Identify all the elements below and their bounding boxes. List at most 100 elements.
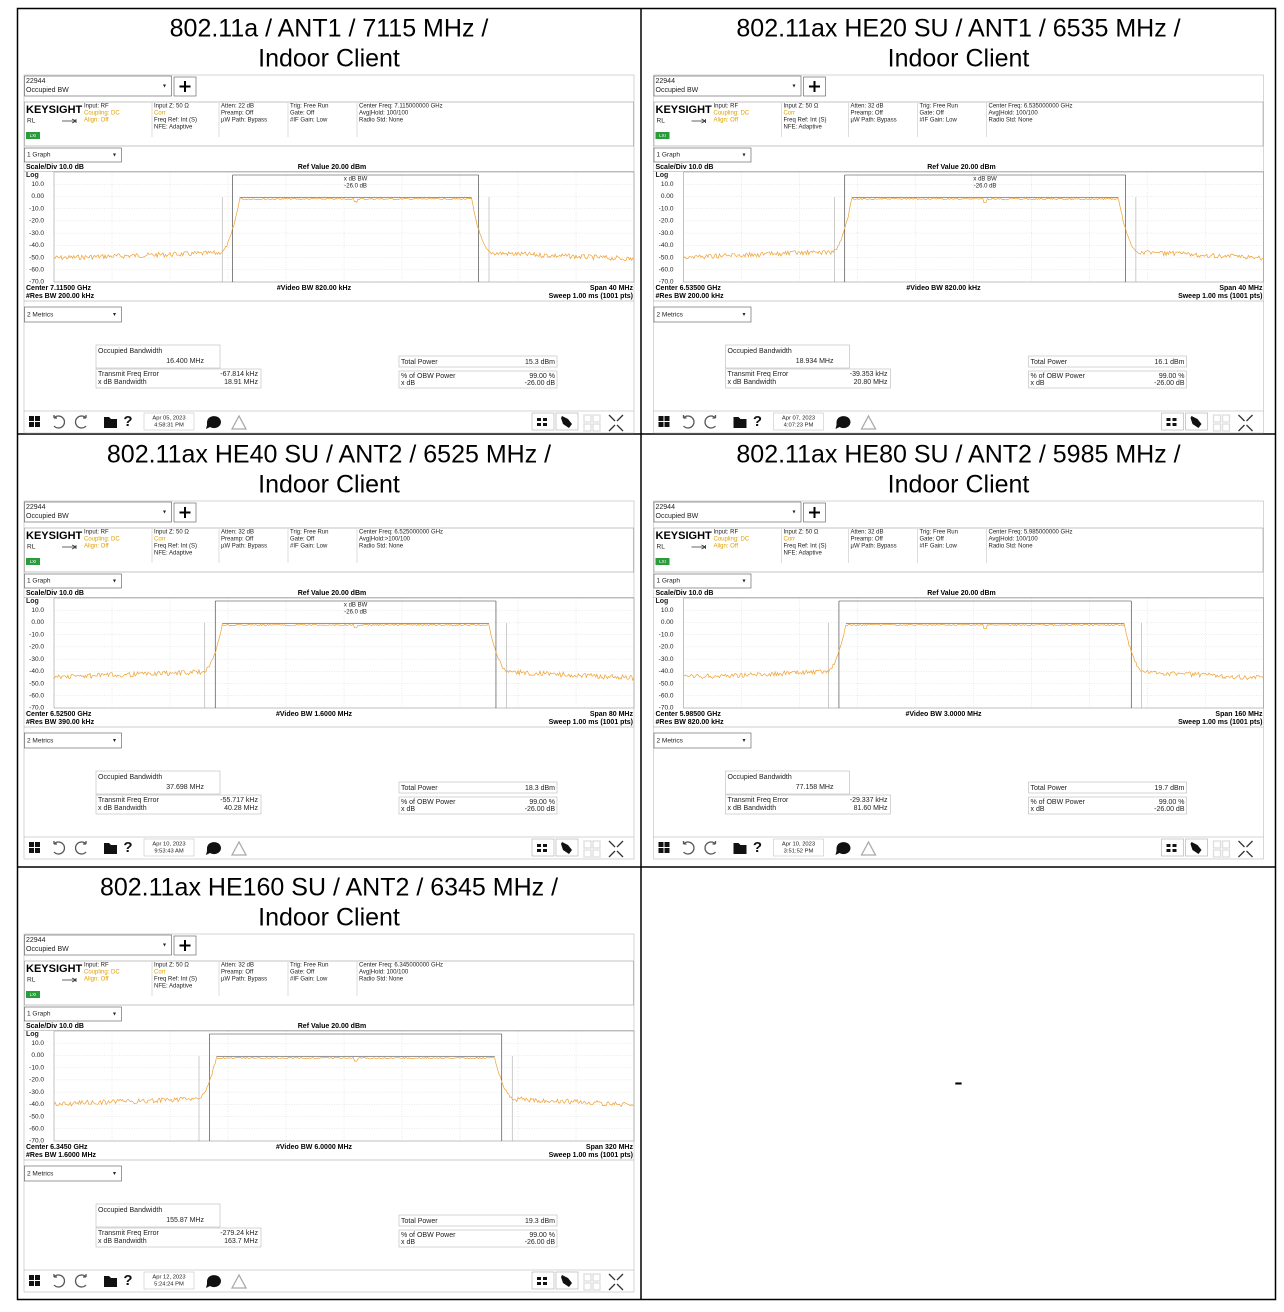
fullscreen-icon[interactable] <box>608 840 624 858</box>
redo-icon[interactable] <box>74 1274 87 1288</box>
touch-icon[interactable] <box>561 1275 572 1287</box>
dropdown-arrow <box>113 579 116 583</box>
touch-icon[interactable] <box>561 416 572 428</box>
warning-icon[interactable] <box>860 840 877 856</box>
mode-dropdown <box>24 75 172 97</box>
layout-icon[interactable] <box>1212 414 1231 432</box>
message-icon[interactable] <box>206 842 221 855</box>
folder-icon[interactable] <box>104 843 117 854</box>
redo-icon[interactable] <box>74 415 87 429</box>
windows-icon[interactable] <box>29 1275 40 1286</box>
undo-icon[interactable] <box>682 841 695 855</box>
help-icon[interactable]: ? <box>123 413 132 430</box>
touch-icon[interactable] <box>561 842 572 854</box>
touch-icon[interactable] <box>1190 416 1202 428</box>
y-axis-label: -70.0 <box>659 279 674 286</box>
graph-dropdown <box>24 573 122 589</box>
undo-icon[interactable] <box>53 415 66 429</box>
header-field: Center Freq: 6.345000000 GHz <box>359 963 443 969</box>
message-icon[interactable] <box>206 416 221 429</box>
span: Span 320 MHz <box>586 1144 634 1151</box>
layout-icon[interactable] <box>583 414 601 432</box>
metric-label: Total Power <box>401 785 438 792</box>
metric-box <box>725 770 850 795</box>
cell-title: 802.11ax HE80 SU / ANT2 / 5985 MHz / <box>736 441 1180 469</box>
span: Span 80 MHz <box>590 711 634 718</box>
layout-icon[interactable] <box>1212 840 1231 858</box>
warning-icon[interactable] <box>860 414 877 430</box>
grid-icon[interactable] <box>537 1277 547 1285</box>
fullscreen-icon[interactable] <box>608 414 624 432</box>
sweep: Sweep 1.00 ms (1001 pts) <box>1178 719 1262 726</box>
grid-icon[interactable] <box>537 844 547 852</box>
help-icon[interactable]: ? <box>123 839 132 856</box>
metrics-dropdown <box>24 1165 122 1182</box>
warning-icon[interactable] <box>230 840 248 856</box>
fullscreen-icon[interactable] <box>1238 414 1253 432</box>
y-axis-label: -70.0 <box>29 1138 44 1145</box>
header-field: Corr <box>154 111 166 117</box>
header-field: Center Freq: 7.115000000 GHz <box>359 104 443 110</box>
metrics-menu: 2 Metrics <box>27 738 54 745</box>
metric-value: 18.91 MHz <box>224 379 258 386</box>
metric-label: Occupied Bandwidth <box>728 348 792 355</box>
dropdown-arrow <box>792 84 796 88</box>
lxi-badge <box>26 132 40 139</box>
grid-icon[interactable] <box>1166 418 1177 426</box>
input-arrow <box>62 118 77 124</box>
dropdown-arrow <box>113 313 116 316</box>
y-axis-label: -60.0 <box>29 1125 44 1132</box>
scale-label: Scale/Div 10.0 dB <box>26 1023 84 1030</box>
windows-icon[interactable] <box>658 842 670 853</box>
center-freq: Center 6.3450 GHz <box>26 1144 88 1151</box>
folder-icon[interactable] <box>733 417 747 428</box>
fullscreen-icon[interactable] <box>608 1273 624 1291</box>
measurement-id: 22944 <box>656 504 676 511</box>
touch-icon[interactable] <box>1190 842 1202 854</box>
undo-icon[interactable] <box>53 1274 66 1288</box>
undo-icon[interactable] <box>682 415 695 429</box>
undo-icon[interactable] <box>53 841 66 855</box>
y-axis-label: 10.0 <box>661 181 674 188</box>
metric-value: -39.353 kHz <box>850 371 888 378</box>
header-field: µW Path: Bypass <box>851 544 897 550</box>
header-field: Atten: 32 dB <box>221 963 254 969</box>
dropdown-arrow <box>163 510 166 514</box>
log-label: Log <box>26 1031 39 1038</box>
redo-icon[interactable] <box>704 415 717 429</box>
header-field: Freq Ref: Int (S) <box>154 544 197 550</box>
message-icon[interactable] <box>835 416 851 429</box>
windows-icon[interactable] <box>29 842 40 853</box>
folder-icon[interactable] <box>104 1276 117 1287</box>
redo-icon[interactable] <box>704 841 717 855</box>
sweep: Sweep 1.00 ms (1001 pts) <box>549 293 633 300</box>
message-icon[interactable] <box>206 1275 221 1288</box>
metric-value: 99.00 % <box>529 1232 555 1239</box>
metrics-menu: 2 Metrics <box>657 738 684 745</box>
fullscreen-icon[interactable] <box>1238 840 1253 858</box>
log-label: Log <box>656 172 669 179</box>
help-icon[interactable]: ? <box>753 839 762 856</box>
layout-icon[interactable] <box>583 1273 601 1291</box>
folder-icon[interactable] <box>104 417 117 428</box>
header-field: NFE: Adaptive <box>784 551 823 557</box>
dropdown-arrow <box>163 84 166 88</box>
warning-icon[interactable] <box>230 414 248 430</box>
message-icon[interactable] <box>835 842 851 855</box>
help-icon[interactable]: ? <box>753 413 762 430</box>
grid-icon[interactable] <box>537 418 547 426</box>
header-field: µW Path: Bypass <box>851 118 897 124</box>
video-bw: #Video BW 820.00 kHz <box>906 285 981 292</box>
metric-box <box>1028 796 1187 815</box>
grid-icon[interactable] <box>1166 844 1177 852</box>
windows-icon[interactable] <box>29 416 40 427</box>
redo-icon[interactable] <box>74 841 87 855</box>
metric-label: Occupied Bandwidth <box>98 348 162 355</box>
layout-icon[interactable] <box>583 840 601 858</box>
windows-icon[interactable] <box>658 416 670 427</box>
folder-icon[interactable] <box>733 843 747 854</box>
help-icon[interactable]: ? <box>123 1272 132 1289</box>
sweep: Sweep 1.00 ms (1001 pts) <box>549 719 633 726</box>
warning-icon[interactable] <box>230 1273 248 1289</box>
